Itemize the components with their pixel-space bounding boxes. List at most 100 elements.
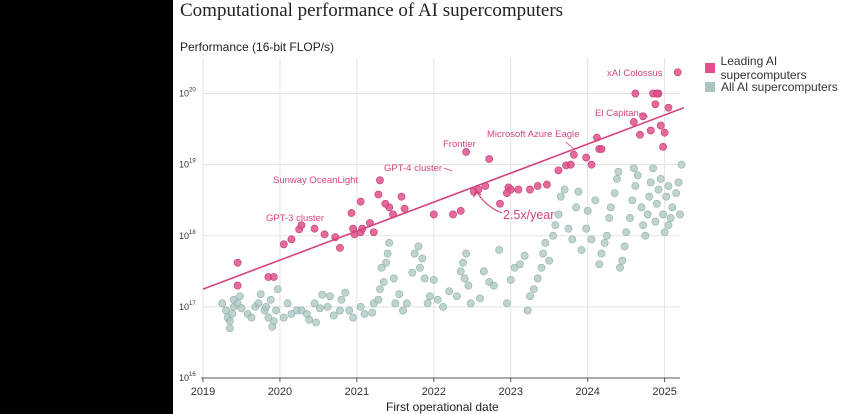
point-all [262,302,270,311]
series-all-ai-supercomputers [218,160,686,333]
point-all [452,292,461,301]
point-leading [496,199,504,208]
point-leading [659,142,667,151]
legend-swatch-all [705,81,715,92]
point-all [420,274,429,283]
point-all [641,231,650,240]
point-all [587,235,596,244]
x-tick-label: 2019 [191,386,215,398]
point-leading [664,103,673,112]
point-all [312,318,320,327]
annotation-gpt-3-cluster: GPT-3 cluster [266,213,324,224]
point-all [273,285,282,294]
point-all [283,299,292,308]
point-all [645,192,654,201]
point-all [445,287,454,296]
point-leading [543,180,551,189]
chart-panel [173,0,860,414]
point-all [520,251,529,260]
point-leading [566,160,575,169]
point-leading [269,273,278,281]
point-all [606,203,615,212]
point-all [272,306,280,315]
point-all [416,263,424,272]
point-all [399,306,407,315]
point-all [264,313,273,322]
point-all [345,306,354,315]
point-leading [533,182,542,190]
leader-azure-eagle [565,141,576,151]
point-all [537,263,546,272]
point-leading [506,185,515,194]
y-tick-label: 1016 [179,372,196,383]
legend: Leading AI supercomputers All AI superco… [705,54,860,96]
point-all [466,299,475,308]
point-leading [514,185,523,194]
x-tick-label: 2025 [652,386,676,398]
annotation-el-capitan: El Capitan [595,108,639,119]
point-leading [376,176,384,185]
point-all [556,192,565,201]
point-all [402,299,411,308]
point-all [613,174,621,183]
point-leading [646,126,655,135]
leader-el-capitan [638,112,649,118]
point-all [408,268,417,277]
point-all [674,178,683,187]
point-leading [400,204,409,213]
point-all [389,274,398,283]
legend-item-leading[interactable]: Leading AI supercomputers [705,54,860,82]
point-all [659,210,667,219]
point-all [595,260,604,269]
point-all [616,263,624,272]
point-leading [369,228,378,237]
point-all [379,278,388,286]
legend-item-all[interactable]: All AI supercomputers [705,77,860,96]
point-all [533,274,542,283]
x-tick-label: 2023 [498,386,522,398]
point-all [506,275,515,284]
point-leading [233,281,242,290]
annotation-frontier: Frontier [443,139,476,150]
point-all [254,299,263,308]
point-all [605,214,614,222]
y-tick-label: 1018 [179,230,196,241]
point-all [489,281,498,290]
point-all [656,174,665,183]
point-leading [233,258,242,267]
point-leading [279,240,288,249]
trend-line: 2.5x/year [202,107,685,290]
point-all [287,310,296,318]
legend-label-leading: Leading AI supercomputers [720,53,807,82]
y-axis-label: Performance (16-bit FLOP/s) [180,40,335,54]
point-all [618,256,627,265]
point-all [423,299,432,308]
point-all [269,317,278,326]
point-all [643,210,652,219]
point-all [577,246,586,254]
point-all [668,203,677,212]
point-all [385,238,394,247]
point-all [495,246,504,254]
annotation-xai-colossus: xAI Colossus [607,68,663,79]
point-all [539,249,547,258]
point-all [236,292,244,301]
point-all [664,221,673,230]
point-leading [569,150,578,159]
point-all [237,304,246,313]
point-leading [381,199,390,208]
point-all [356,302,365,311]
point-leading [287,235,296,244]
point-all [662,192,671,201]
point-all [337,295,346,304]
point-all [368,308,377,317]
x-tick-label: 2022 [422,386,446,398]
point-all [226,317,234,326]
point-all [637,203,646,212]
point-all [541,238,550,247]
point-all [649,164,657,173]
point-all [476,294,484,303]
y-tick-label: 1019 [179,159,196,170]
point-all [551,221,560,230]
point-leading [597,145,606,153]
